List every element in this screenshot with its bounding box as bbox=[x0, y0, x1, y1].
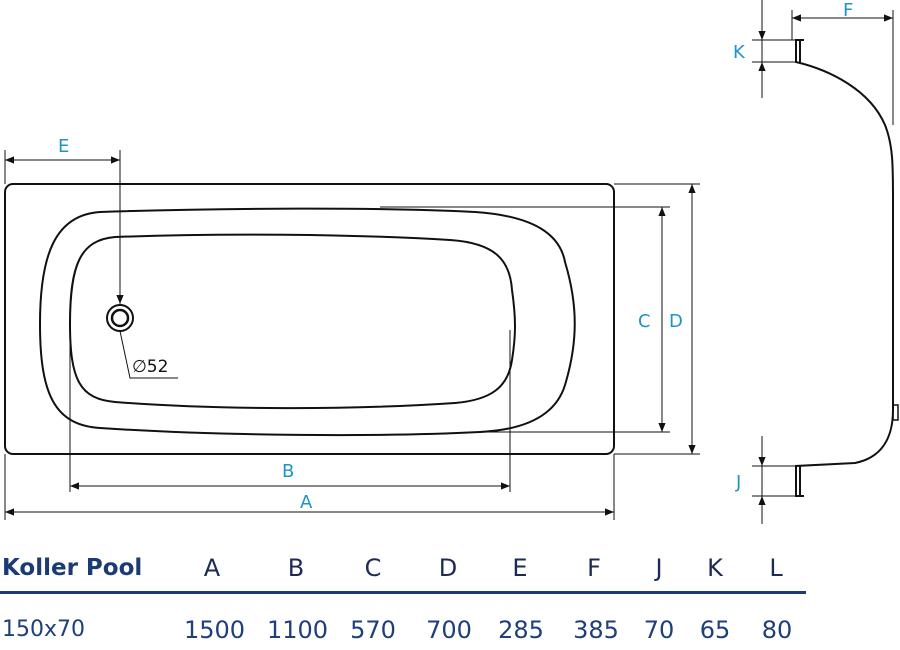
tub-basin-floor bbox=[68, 233, 516, 410]
column-header-f: F bbox=[587, 554, 601, 582]
column-header-j: J bbox=[655, 554, 663, 582]
column-header-e: E bbox=[512, 554, 528, 582]
column-header-k: K bbox=[707, 554, 723, 582]
model-size: 150x70 bbox=[2, 617, 86, 642]
value-c: 570 bbox=[350, 616, 396, 644]
bathtub-technical-drawing: E B A C D F K J ∅52 bbox=[4, 0, 899, 524]
side-dimension-lines bbox=[752, 0, 894, 524]
model-name: Koller Pool bbox=[2, 555, 143, 581]
dimensions-table: Koller Pool A B C D E F J K L 150x70 150… bbox=[0, 548, 900, 644]
value-k: 65 bbox=[699, 616, 731, 644]
top-view bbox=[4, 183, 615, 455]
dim-label-j: J bbox=[735, 472, 741, 493]
overflow-stub bbox=[892, 404, 899, 421]
table-values-row: 150x70 1500 1100 570 700 285 385 70 65 8… bbox=[0, 610, 900, 650]
drain-inner bbox=[110, 308, 130, 328]
value-a: 1500 bbox=[184, 616, 246, 644]
column-header-d: D bbox=[438, 554, 458, 582]
value-e: 285 bbox=[498, 616, 544, 644]
tub-inner-rim bbox=[38, 207, 576, 437]
column-header-l: L bbox=[769, 554, 783, 582]
table-divider bbox=[0, 591, 806, 594]
dimension-lines bbox=[4, 150, 700, 520]
value-j: 70 bbox=[643, 616, 675, 644]
value-b: 1100 bbox=[267, 616, 329, 644]
column-header-a: A bbox=[203, 554, 221, 582]
dim-label-d: D bbox=[669, 311, 683, 332]
dim-label-b: B bbox=[282, 461, 294, 482]
value-d: 700 bbox=[426, 616, 472, 644]
table-header-row: Koller Pool A B C D E F J K L bbox=[0, 548, 900, 588]
drain-diameter-label: ∅52 bbox=[132, 357, 168, 377]
dim-label-a: A bbox=[300, 492, 313, 513]
column-header-c: C bbox=[364, 554, 382, 582]
column-header-b: B bbox=[287, 554, 305, 582]
value-f: 385 bbox=[573, 616, 619, 644]
value-l: 80 bbox=[761, 616, 793, 644]
dim-label-e: E bbox=[58, 136, 69, 157]
dim-label-c: C bbox=[638, 311, 651, 332]
tub-rim-outline bbox=[4, 183, 615, 455]
dim-label-k: K bbox=[733, 42, 746, 63]
side-view bbox=[795, 39, 899, 497]
dim-label-f: F bbox=[843, 0, 853, 21]
side-profile bbox=[795, 39, 894, 497]
